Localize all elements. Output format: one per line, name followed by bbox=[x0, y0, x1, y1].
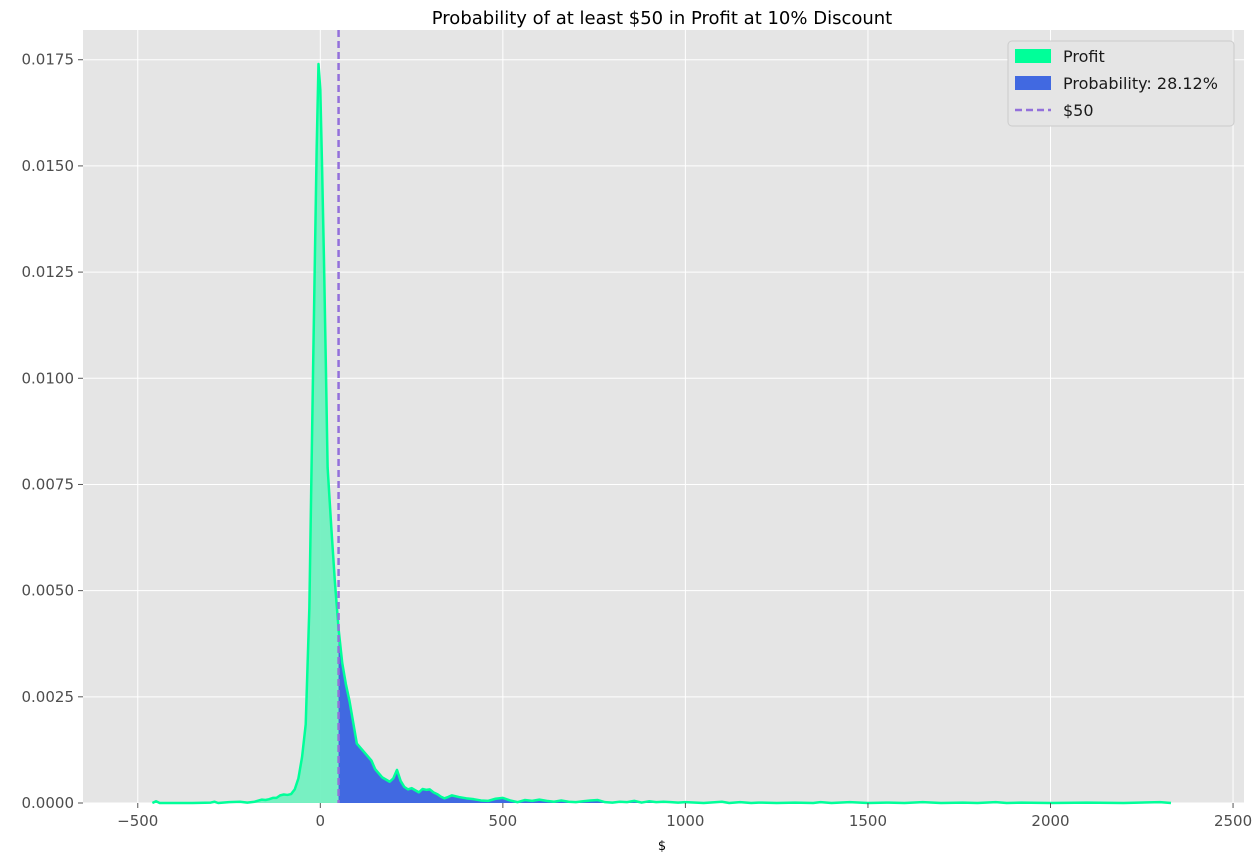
legend-label-profit: Profit bbox=[1063, 47, 1105, 66]
grid bbox=[83, 30, 1244, 804]
y-tick-label: 0.0150 bbox=[22, 157, 75, 175]
y-tick-label: 0.0075 bbox=[22, 475, 75, 493]
legend-box bbox=[1007, 40, 1235, 127]
y-tick-label: 0.0000 bbox=[22, 794, 75, 812]
x-tick-label: 2500 bbox=[1214, 812, 1252, 830]
x-tick-label: 500 bbox=[489, 812, 518, 830]
x-tick-label: 0 bbox=[316, 812, 326, 830]
y-tick-label: 0.0175 bbox=[22, 51, 75, 69]
y-tick-label: 0.0025 bbox=[22, 688, 75, 706]
y-tick-label: 0.0050 bbox=[22, 582, 75, 600]
legend-swatch-profit bbox=[1015, 49, 1051, 63]
profit-density-line bbox=[151, 62, 1172, 805]
legend-label-probability: Probability: 28.12% bbox=[1063, 74, 1218, 93]
x-axis-label: $ bbox=[658, 839, 666, 854]
x-tick-label: 1000 bbox=[666, 812, 704, 830]
plot-background bbox=[83, 30, 1244, 803]
chart-title: Probability of at least $50 in Profit at… bbox=[432, 8, 892, 29]
density-areas bbox=[151, 62, 1172, 805]
legend-swatch-probability bbox=[1015, 76, 1051, 90]
x-tick-label: 1500 bbox=[849, 812, 887, 830]
y-axis-ticks: 0.0000 0.0025 0.0050 0.0075 0.0100 0.0125 0.01… bbox=[22, 51, 83, 812]
y-tick-label: 0.0100 bbox=[22, 369, 75, 387]
y-tick-label: 0.0125 bbox=[22, 263, 75, 281]
x-axis-ticks: −500 0 500 1000 1500 2000 2500 bbox=[117, 803, 1252, 830]
x-tick-label: −500 bbox=[117, 812, 158, 830]
legend: Profit Probability: 28.12% $50 bbox=[1007, 40, 1235, 127]
legend-label-threshold: $50 bbox=[1063, 101, 1094, 120]
x-tick-label: 2000 bbox=[1031, 812, 1069, 830]
